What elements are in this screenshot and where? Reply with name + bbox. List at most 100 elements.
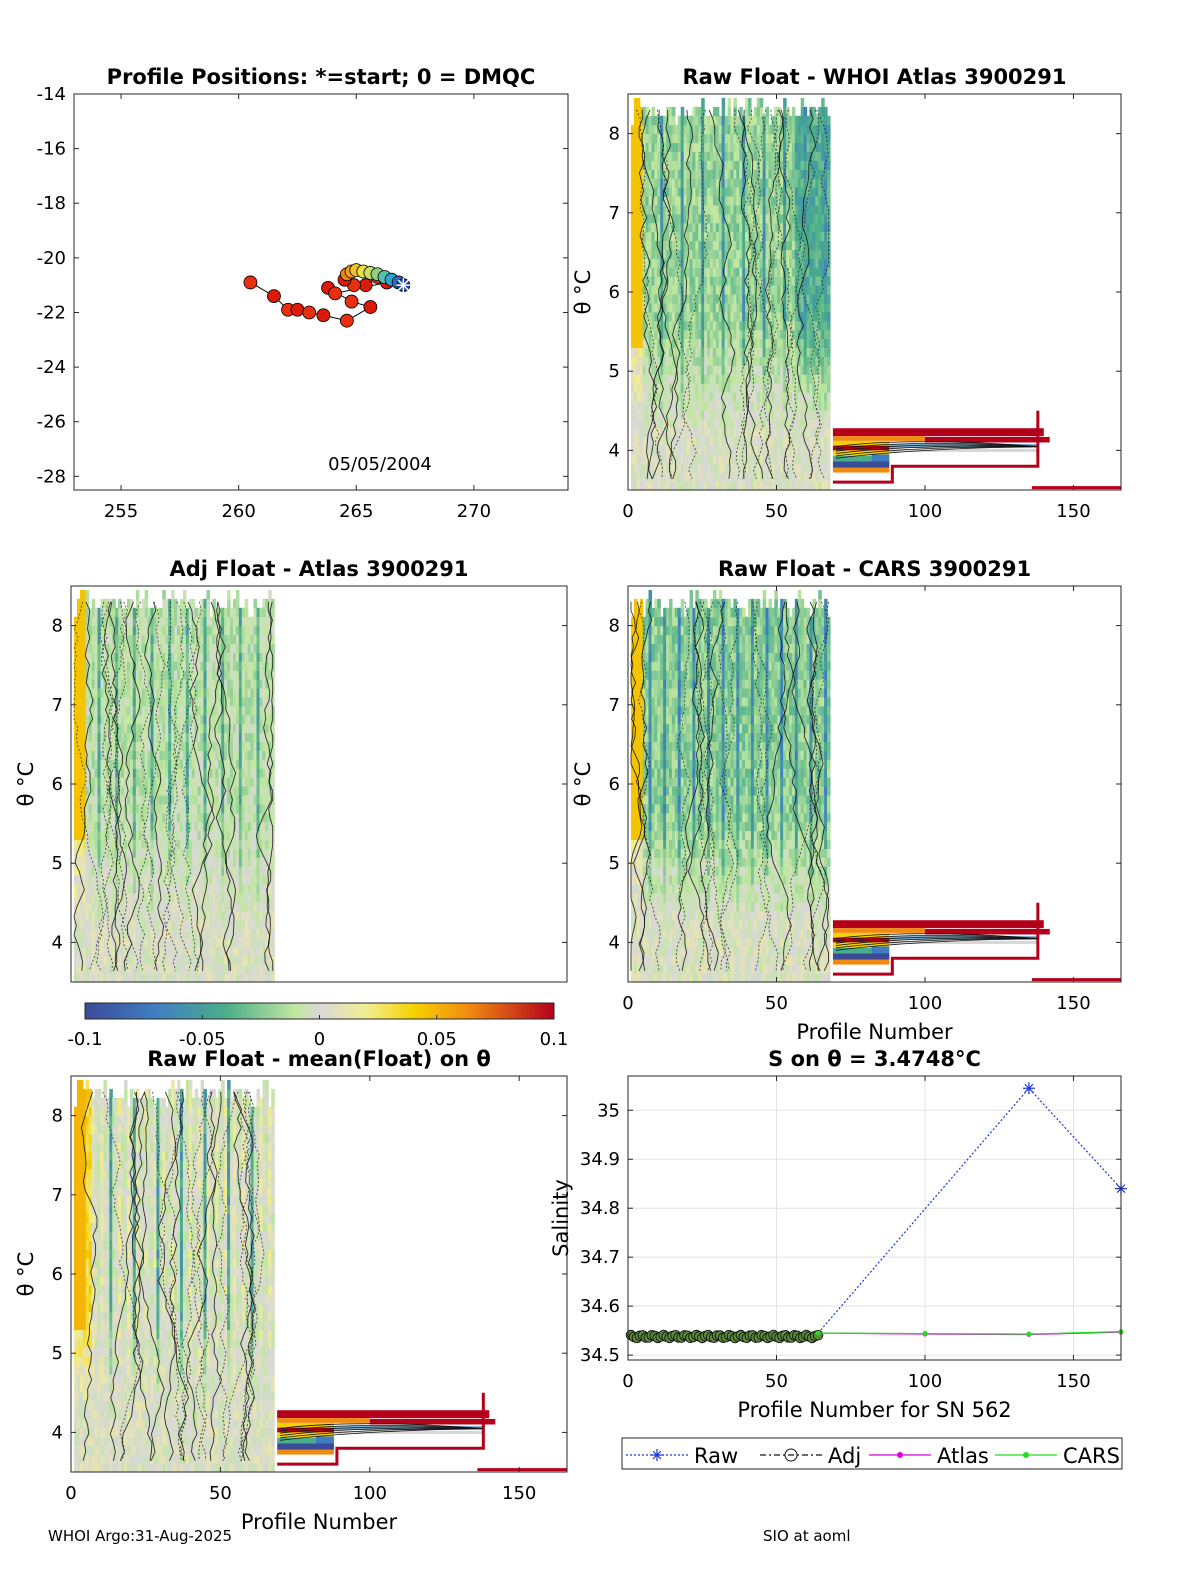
heat-cell (794, 276, 799, 286)
heat-cell (168, 821, 172, 832)
heat-cell (800, 463, 805, 473)
heat-cell (660, 454, 664, 464)
heat-cell (768, 365, 773, 375)
heat-cell (642, 124, 647, 135)
heat-cell (777, 320, 781, 331)
heat-cell (645, 293, 650, 304)
heat-cell (750, 302, 755, 313)
heat-cell (156, 910, 160, 921)
heat-cell (671, 213, 676, 224)
heat-cell (762, 240, 767, 251)
heat-cell (657, 445, 661, 455)
heat-cell (648, 418, 653, 429)
contour-line (737, 109, 764, 479)
contour-line (641, 109, 668, 479)
heat-cell (135, 839, 140, 849)
contour-line (708, 109, 736, 479)
heat-cell (79, 607, 84, 618)
heat-cell (748, 338, 752, 349)
heat-cell (686, 356, 691, 366)
heat-cell (692, 383, 696, 393)
heat-cell (759, 106, 764, 117)
heat-cell (630, 160, 635, 170)
heat-cell (182, 919, 187, 930)
heat-cell (188, 928, 193, 939)
heat-cell (206, 857, 211, 867)
heat-cell (150, 607, 155, 618)
heat-cell (121, 955, 125, 965)
heat-cell (718, 445, 723, 455)
heat-cell (171, 661, 175, 671)
heat-cell (94, 670, 99, 680)
heat-cell (168, 768, 172, 778)
heat-cell (156, 652, 160, 662)
heat-cell (791, 463, 796, 473)
heat-cell (756, 302, 761, 313)
heat-cell (718, 320, 723, 331)
heat-cell (642, 142, 647, 153)
heat-cell (695, 178, 699, 188)
heat-cell (797, 391, 802, 402)
heat-cell (791, 285, 796, 295)
heat-cell (718, 169, 723, 179)
position-point (316, 308, 331, 323)
heat-cell (132, 866, 137, 876)
heat-cell (701, 436, 705, 447)
heat-cell (803, 454, 808, 464)
heat-cell (660, 436, 664, 447)
heat-cell (188, 768, 193, 778)
heat-cell (759, 97, 764, 108)
heat-cell (809, 320, 813, 331)
heat-cell (739, 320, 743, 331)
heat-cell (126, 919, 131, 930)
heat-cell (103, 857, 107, 867)
heat-cell (168, 937, 172, 947)
heat-cell (712, 222, 717, 233)
heat-cell (633, 142, 638, 153)
heat-cell (94, 937, 99, 947)
heat-cell (812, 463, 816, 473)
heat-cell (721, 213, 726, 224)
heat-cell (79, 955, 84, 965)
heat-cell (106, 732, 110, 743)
heat-cell (159, 919, 163, 930)
heat-cell (182, 687, 187, 698)
heat-cell (800, 472, 805, 482)
heat-cell (771, 213, 775, 224)
heat-cell (736, 365, 740, 375)
heat-cell (636, 178, 641, 188)
y-tick-label: 7 (609, 203, 620, 224)
heat-cell (736, 178, 740, 188)
heat-cell (657, 222, 661, 233)
heat-cell (112, 812, 116, 823)
heat-cell (630, 311, 635, 322)
heat-cell (794, 374, 799, 384)
heat-cell (135, 616, 140, 627)
heat-cell (759, 160, 764, 170)
heat-cell (630, 391, 635, 402)
heat-cell (774, 356, 778, 366)
heat-cell (812, 338, 816, 349)
heat-cell (121, 830, 125, 841)
heat-cell (707, 169, 711, 179)
heat-cell (182, 857, 187, 867)
heat-cell (156, 848, 160, 858)
heat-cell (818, 151, 822, 161)
heat-cell (206, 973, 211, 983)
heat-cell (82, 732, 87, 743)
heat-cell (707, 115, 711, 126)
heat-cell (141, 679, 146, 689)
heat-cell (683, 409, 688, 420)
heat-cell (701, 302, 705, 313)
heat-cell (736, 231, 740, 242)
heat-cell (132, 687, 137, 698)
heat-cell (753, 106, 758, 117)
heat-cell (818, 222, 822, 233)
heat-cell (94, 785, 99, 796)
heat-cell (724, 427, 729, 438)
heat-cell (709, 178, 714, 188)
heat-cell (707, 463, 711, 473)
heat-cell (177, 768, 181, 778)
heat-cell (689, 454, 694, 464)
heat-cell (103, 919, 107, 930)
